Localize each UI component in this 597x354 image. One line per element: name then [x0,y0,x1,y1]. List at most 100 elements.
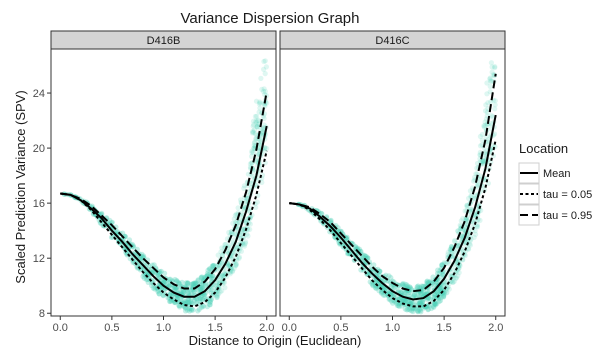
spv-point [415,308,421,314]
spv-point [487,89,493,95]
x-tick-label: 0.0 [282,322,297,334]
spv-point [247,161,253,167]
spv-point [238,197,244,203]
spv-point [166,276,172,282]
spv-point [245,171,251,177]
spv-point [475,181,481,187]
legend-key [518,204,540,226]
spv-point [177,281,183,287]
spv-point [226,262,232,268]
spv-point [402,298,408,304]
spv-point [168,297,175,303]
spv-point [474,160,481,166]
spv-point [186,306,192,312]
spv-point [405,283,411,289]
spv-point [451,278,457,284]
spv-point [401,298,407,304]
spv-point [398,290,405,296]
spv-point [471,178,477,184]
spv-point [254,113,260,119]
spv-point [226,229,232,236]
x-tick-label: 1.0 [156,322,171,334]
spv-point [185,299,191,305]
spv-point [224,268,230,274]
spv-point [173,294,179,300]
spv-point [187,306,193,312]
spv-point [474,184,481,190]
spv-point [124,252,130,258]
spv-point [99,210,105,216]
spv-point [197,296,203,302]
spv-point [226,244,232,250]
spv-point [229,266,235,272]
spv-point [210,273,216,279]
spv-point [440,271,446,277]
spv-point [200,284,206,290]
spv-point [143,270,149,276]
spv-point [492,106,498,112]
spv-point [433,302,439,308]
spv-point [460,215,466,222]
spv-point [419,299,425,305]
spv-point [442,282,448,288]
spv-point [176,280,182,286]
spv-point [262,144,268,151]
spv-point [207,299,213,305]
spv-point [377,268,383,275]
scatter-points [295,60,498,315]
spv-point [241,243,248,249]
spv-point [250,129,256,135]
spv-point [435,290,441,296]
spv-point [155,271,161,277]
spv-point [229,230,235,236]
spv-point [331,234,338,240]
spv-point [432,300,438,306]
spv-point [328,217,334,223]
spv-point [251,122,257,128]
spv-point [403,290,409,296]
spv-point [444,290,450,296]
spv-point [241,183,247,189]
spv-point [244,231,250,237]
spv-point [477,133,483,140]
spv-point [208,286,214,292]
spv-point [456,265,462,271]
spv-point [233,219,239,225]
spv-point [167,276,173,282]
spv-point [199,275,205,281]
spv-point [441,260,447,267]
spv-point [458,218,464,224]
spv-point [188,281,194,287]
facet-strip-label: D416C [375,35,409,47]
spv-point [141,275,147,281]
spv-point [255,118,261,124]
spv-point [456,270,462,276]
spv-point [253,136,259,142]
panels-layer: D416B 0.0 0.5 1.0 1.5 2.0 8 12 16 20 24 D416C 0.0 0.5… [33,30,506,334]
spv-point [406,299,412,305]
panel-d416c: D416C 0.0 0.5 1.0 1.5 2.0 [279,30,506,334]
spv-point [463,215,469,221]
spv-point [450,279,456,285]
spv-point [256,101,262,107]
spv-point [238,248,244,254]
spv-point [468,193,474,199]
spv-point [445,284,451,290]
spv-point [175,279,181,286]
spv-point [376,272,382,278]
spv-point [398,300,404,307]
spv-point [394,302,400,308]
spv-point [146,263,152,269]
spv-point [143,277,150,283]
spv-point [453,275,459,281]
spv-point [415,285,421,291]
spv-point [194,300,200,306]
spv-point [227,271,233,277]
spv-point [260,126,266,132]
spv-point [199,296,205,302]
spv-point [156,291,162,297]
spv-point [260,125,266,131]
spv-point [197,286,203,292]
spv-point [175,294,181,300]
spv-point [209,285,215,291]
